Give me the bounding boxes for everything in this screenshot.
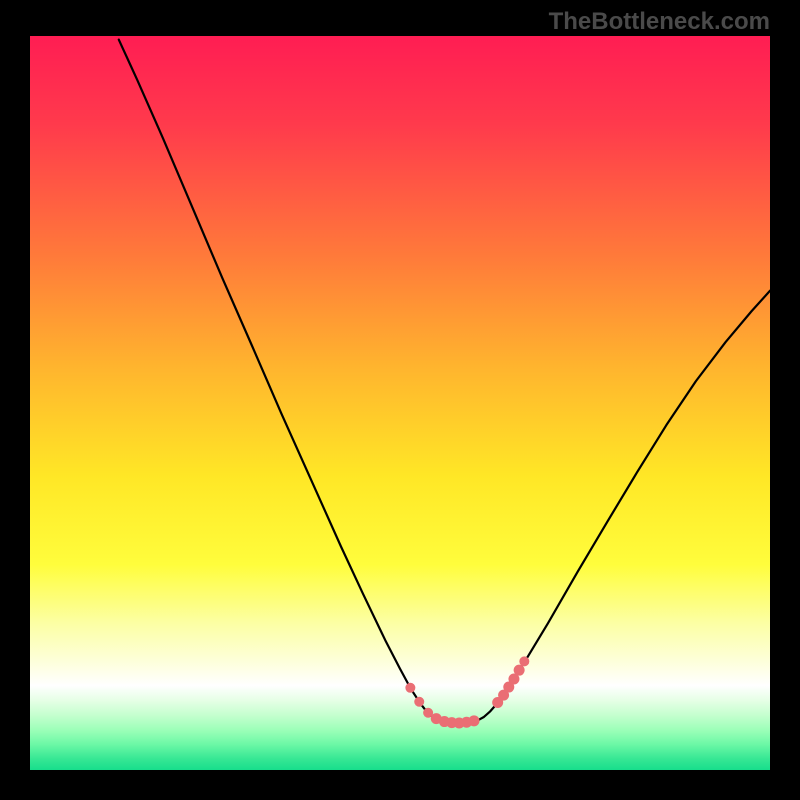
v-curve-path xyxy=(119,40,770,723)
border-bottom xyxy=(0,770,800,800)
marker-dot xyxy=(405,683,415,693)
chart-svg xyxy=(30,36,770,770)
chart-canvas: TheBottleneck.com xyxy=(0,0,800,800)
marker-dot xyxy=(469,715,480,726)
marker-dot xyxy=(414,697,424,707)
watermark-text: TheBottleneck.com xyxy=(549,8,770,36)
border-left xyxy=(0,0,30,800)
marker-dot xyxy=(514,665,525,676)
marker-group xyxy=(405,656,529,728)
border-right xyxy=(770,0,800,800)
marker-dot xyxy=(519,656,529,666)
plot-area xyxy=(30,36,770,770)
